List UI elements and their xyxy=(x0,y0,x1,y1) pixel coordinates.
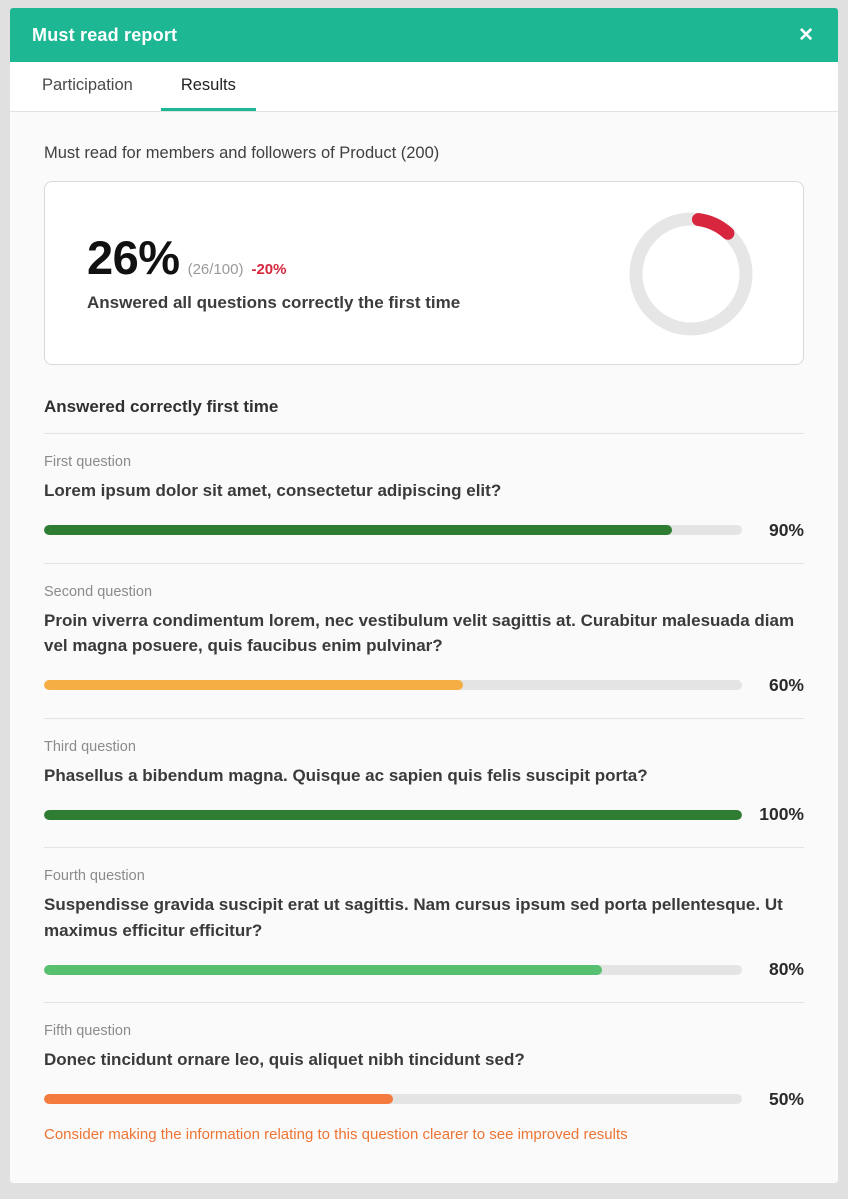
stat-row: 26% (26/100) -20% xyxy=(87,234,460,281)
donut-svg xyxy=(629,212,753,336)
question-text: Proin viverra condimentum lorem, nec ves… xyxy=(44,610,795,656)
question-block: Fourth question Suspendisse gravida susc… xyxy=(44,848,804,1003)
divider xyxy=(44,847,804,848)
close-icon[interactable]: ✕ xyxy=(798,24,814,46)
progress-bar-track xyxy=(44,964,742,975)
audience-line: Must read for members and followers of P… xyxy=(44,144,440,162)
modal-header: Must read report ✕ xyxy=(10,8,838,62)
tab-label: Participation xyxy=(42,75,133,94)
divider xyxy=(44,433,804,434)
tab-participation[interactable]: Participation xyxy=(22,62,153,111)
progress-percent-label: 60% xyxy=(768,674,804,695)
question-block: Third question Phasellus a bibendum magn… xyxy=(44,719,804,848)
progress-percent-label: 100% xyxy=(759,804,804,824)
progress-bar-row: 100% xyxy=(44,804,804,825)
question-text: Suspendisse gravida suscipit erat ut sag… xyxy=(44,895,783,940)
progress-bar-fill xyxy=(44,964,603,975)
question-note: Consider making the information relating… xyxy=(44,1125,628,1143)
question-label: First question xyxy=(44,454,132,470)
progress-bar-track xyxy=(44,1094,742,1104)
progress-bar-track xyxy=(44,680,742,690)
summary-stats: 26% (26/100) -20% Answered all questions… xyxy=(87,234,460,313)
donut-progress-arc xyxy=(629,212,753,336)
divider xyxy=(44,562,804,564)
summary-card: 26% (26/100) -20% Answered all questions… xyxy=(44,181,804,365)
progress-percent-label: 80% xyxy=(768,959,804,979)
question-block: First question Lorem ipsum dolor sit ame… xyxy=(44,434,804,564)
question-label: Fifth question xyxy=(44,1023,132,1039)
tab-results[interactable]: Results xyxy=(160,62,256,111)
progress-percent-label: 90% xyxy=(768,519,804,540)
stat-delta: -20% xyxy=(251,260,287,278)
stat-caption: Answered all questions correctly the fir… xyxy=(87,292,461,312)
progress-bar-track xyxy=(44,809,742,820)
progress-bar-row: 90% xyxy=(44,520,804,541)
progress-bar-row: 80% xyxy=(44,959,804,980)
must-read-report-modal: Must read report ✕ Participation Results … xyxy=(10,8,838,1183)
section-heading: Answered correctly first time xyxy=(44,397,279,416)
question-label: Fourth question xyxy=(44,868,145,884)
progress-bar-row: 50% xyxy=(44,1089,804,1110)
question-label: Third question xyxy=(44,738,136,755)
stat-percent: 26% xyxy=(87,230,180,284)
progress-bar-fill xyxy=(44,1094,393,1104)
modal-title: Must read report xyxy=(32,24,178,45)
progress-bar-row: 60% xyxy=(44,675,804,696)
questions-list: First question Lorem ipsum dolor sit ame… xyxy=(44,434,804,1143)
progress-bar-track xyxy=(44,525,742,535)
progress-bar-fill xyxy=(44,525,673,535)
progress-bar-fill xyxy=(44,680,463,690)
divider xyxy=(44,1002,804,1003)
tabbar: Participation Results xyxy=(10,62,838,112)
divider xyxy=(44,717,804,719)
question-text: Phasellus a bibendum magna. Quisque ac s… xyxy=(44,765,648,785)
progress-bar-fill xyxy=(44,809,742,820)
stat-fraction: (26/100) xyxy=(187,260,244,278)
question-text: Lorem ipsum dolor sit amet, consectetur … xyxy=(44,481,502,500)
report-content: Must read for members and followers of P… xyxy=(10,112,838,1183)
question-block: Fifth question Donec tincidunt ornare le… xyxy=(44,1003,804,1143)
tab-label: Results xyxy=(180,75,236,94)
question-label: Second question xyxy=(44,583,153,600)
progress-percent-label: 50% xyxy=(768,1088,804,1109)
question-block: Second question Proin viverra condimentu… xyxy=(44,564,804,719)
donut-chart xyxy=(627,208,755,338)
question-text: Donec tincidunt ornare leo, quis aliquet… xyxy=(44,1050,525,1069)
